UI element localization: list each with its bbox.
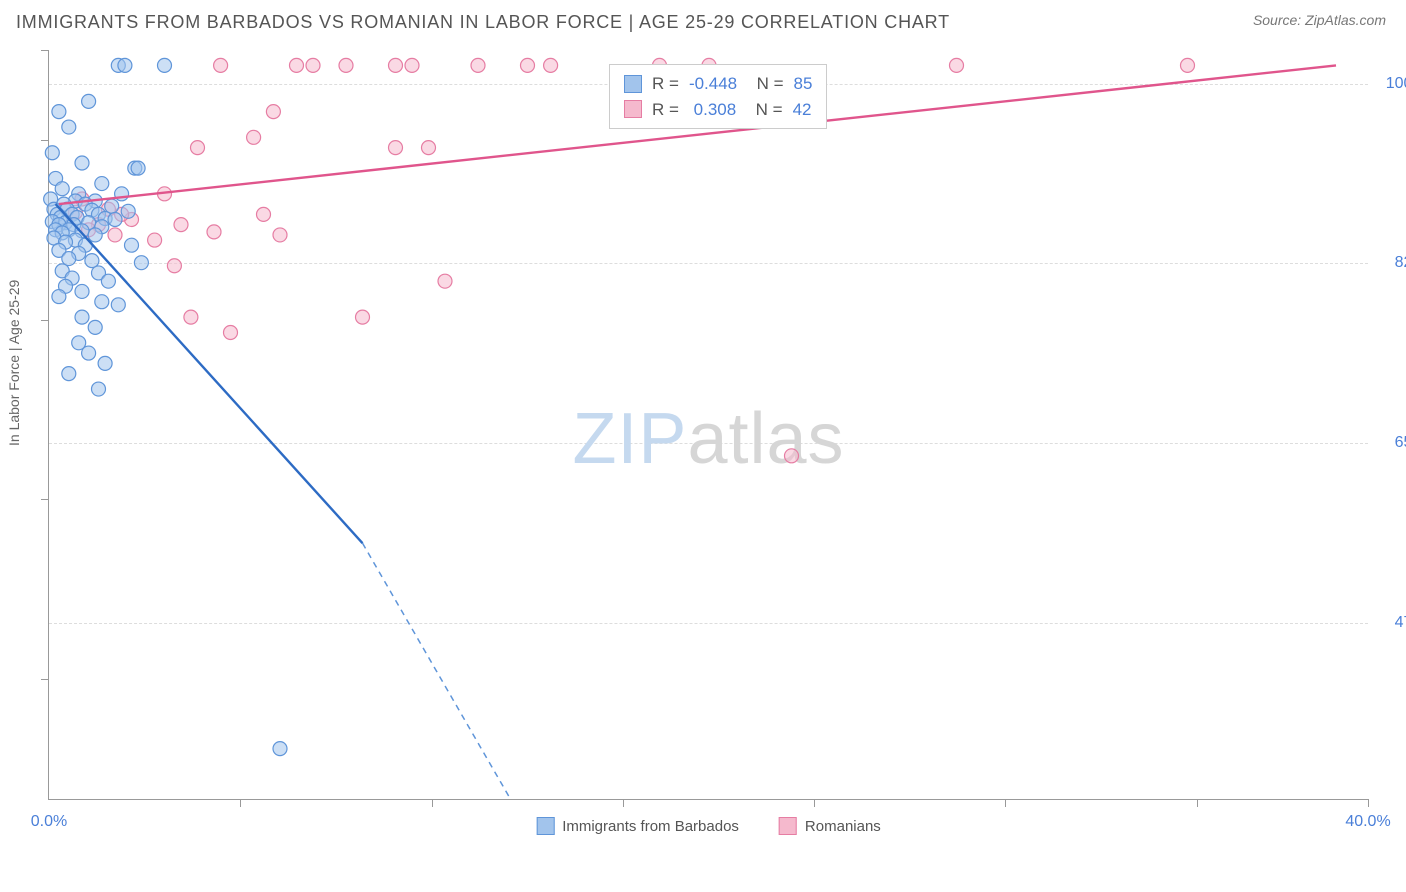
data-point bbox=[95, 177, 109, 191]
data-point bbox=[214, 58, 228, 72]
data-point bbox=[257, 207, 271, 221]
data-point bbox=[92, 382, 106, 396]
x-tick bbox=[432, 799, 433, 807]
x-tick bbox=[1197, 799, 1198, 807]
data-point bbox=[134, 256, 148, 270]
data-point bbox=[118, 58, 132, 72]
data-point bbox=[950, 58, 964, 72]
data-point bbox=[111, 298, 125, 312]
data-point bbox=[62, 367, 76, 381]
data-point bbox=[108, 228, 122, 242]
y-tick bbox=[41, 320, 49, 321]
y-tick-label: 82.5% bbox=[1395, 254, 1406, 272]
legend-item-barbados: Immigrants from Barbados bbox=[536, 817, 739, 835]
data-point bbox=[105, 199, 119, 213]
data-point bbox=[75, 284, 89, 298]
data-point bbox=[88, 320, 102, 334]
data-point bbox=[405, 58, 419, 72]
data-point bbox=[1181, 58, 1195, 72]
x-tick bbox=[240, 799, 241, 807]
swatch-barbados-icon bbox=[624, 75, 642, 93]
data-point bbox=[184, 310, 198, 324]
data-point bbox=[82, 94, 96, 108]
x-axis-legend: Immigrants from Barbados Romanians bbox=[536, 817, 881, 835]
data-point bbox=[339, 58, 353, 72]
data-point bbox=[52, 290, 66, 304]
regression-line-extrapolated bbox=[363, 543, 512, 800]
data-point bbox=[55, 182, 69, 196]
x-tick-max: 40.0% bbox=[1345, 813, 1390, 831]
data-point bbox=[95, 295, 109, 309]
data-point bbox=[191, 141, 205, 155]
data-point bbox=[471, 58, 485, 72]
x-tick bbox=[1368, 799, 1369, 807]
data-point bbox=[266, 105, 280, 119]
data-point bbox=[85, 254, 99, 268]
swatch-romanians-icon bbox=[624, 100, 642, 118]
data-point bbox=[167, 259, 181, 273]
data-point bbox=[62, 252, 76, 266]
x-tick bbox=[814, 799, 815, 807]
y-tick bbox=[41, 140, 49, 141]
data-point bbox=[521, 58, 535, 72]
chart-title: IMMIGRANTS FROM BARBADOS VS ROMANIAN IN … bbox=[16, 12, 950, 33]
y-tick-label: 65.0% bbox=[1395, 434, 1406, 452]
data-point bbox=[45, 146, 59, 160]
y-tick bbox=[41, 679, 49, 680]
data-point bbox=[148, 233, 162, 247]
corr-row-barbados: R = -0.448 N = 85 bbox=[624, 71, 812, 97]
data-point bbox=[422, 141, 436, 155]
data-point bbox=[75, 310, 89, 324]
scatter-canvas bbox=[49, 50, 1368, 799]
corr-row-romanians: R = 0.308 N = 42 bbox=[624, 97, 812, 123]
data-point bbox=[131, 161, 145, 175]
data-point bbox=[108, 213, 122, 227]
legend-label: Romanians bbox=[805, 818, 881, 835]
data-point bbox=[247, 130, 261, 144]
data-point bbox=[174, 218, 188, 232]
plot-area: 100.0%82.5%65.0%47.5% ZIPatlas R = -0.44… bbox=[48, 50, 1368, 800]
data-point bbox=[273, 228, 287, 242]
data-point bbox=[158, 58, 172, 72]
data-point bbox=[438, 274, 452, 288]
y-tick-label: 47.5% bbox=[1395, 614, 1406, 632]
x-tick bbox=[623, 799, 624, 807]
data-point bbox=[98, 356, 112, 370]
swatch-romanians-icon bbox=[779, 817, 797, 835]
data-point bbox=[306, 58, 320, 72]
data-point bbox=[75, 156, 89, 170]
data-point bbox=[544, 58, 558, 72]
correlation-legend: R = -0.448 N = 85 R = 0.308 N = 42 bbox=[609, 64, 827, 129]
data-point bbox=[224, 326, 238, 340]
data-point bbox=[101, 274, 115, 288]
legend-item-romanians: Romanians bbox=[779, 817, 881, 835]
x-tick-min: 0.0% bbox=[31, 813, 67, 831]
data-point bbox=[52, 105, 66, 119]
y-axis-label: In Labor Force | Age 25-29 bbox=[6, 280, 22, 446]
regression-line bbox=[56, 204, 363, 543]
data-point bbox=[785, 449, 799, 463]
data-point bbox=[389, 58, 403, 72]
data-point bbox=[273, 742, 287, 756]
data-point bbox=[356, 310, 370, 324]
x-tick bbox=[1005, 799, 1006, 807]
y-tick bbox=[41, 50, 49, 51]
data-point bbox=[290, 58, 304, 72]
data-point bbox=[125, 238, 139, 252]
swatch-barbados-icon bbox=[536, 817, 554, 835]
data-point bbox=[82, 346, 96, 360]
y-tick bbox=[41, 499, 49, 500]
data-point bbox=[62, 120, 76, 134]
data-point bbox=[207, 225, 221, 239]
y-tick-label: 100.0% bbox=[1386, 75, 1406, 93]
source-attribution: Source: ZipAtlas.com bbox=[1253, 12, 1386, 28]
legend-label: Immigrants from Barbados bbox=[562, 818, 739, 835]
data-point bbox=[121, 204, 135, 218]
data-point bbox=[389, 141, 403, 155]
